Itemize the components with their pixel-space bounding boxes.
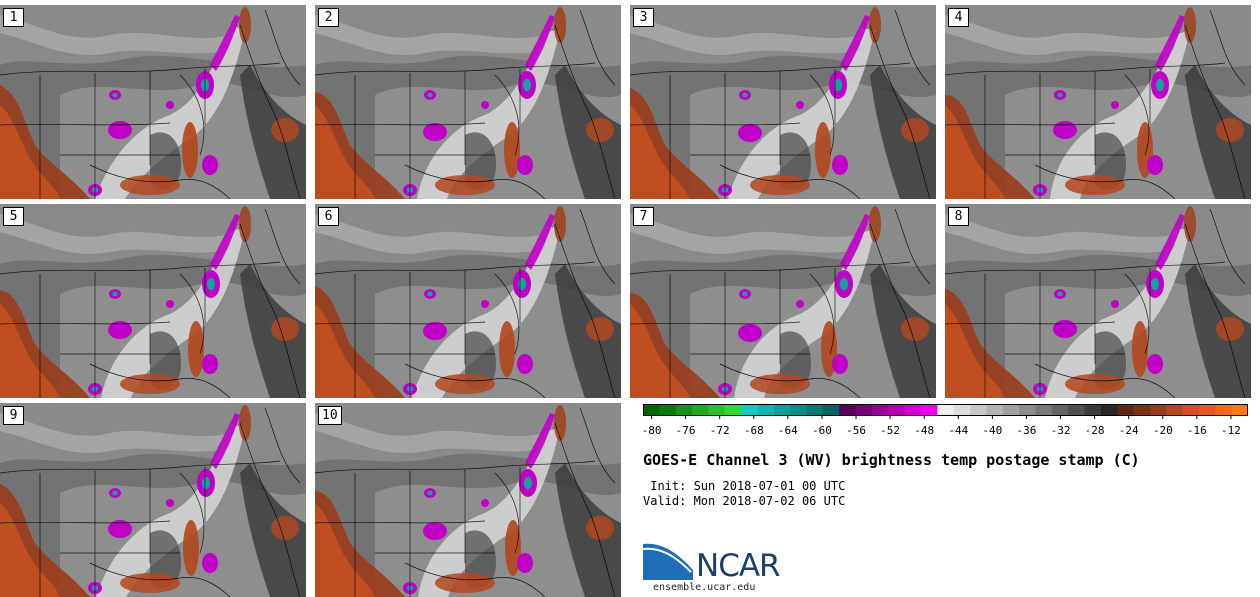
wv-map: [630, 5, 936, 199]
colorbar-swatch: [1084, 404, 1102, 416]
colorbar-swatch: [920, 404, 938, 416]
colorbar-swatch: [675, 404, 693, 416]
colorbar-swatch: [1002, 404, 1020, 416]
site-url: ensemble.ucar.edu: [653, 582, 756, 593]
colorbar-tick-label: -44: [948, 424, 968, 437]
colorbar-swatch: [708, 404, 726, 416]
wv-map: [315, 403, 621, 597]
colorbar-tick-label: -40: [982, 424, 1002, 437]
panel-label: 8: [948, 207, 969, 226]
colorbar-swatch: [773, 404, 791, 416]
colorbar-tick-label: -60: [812, 424, 832, 437]
colorbar-swatch: [871, 404, 889, 416]
colorbar-tick-label: -56: [846, 424, 866, 437]
colorbar-swatch: [1166, 404, 1184, 416]
postage-stamp-panel: 10: [315, 403, 621, 597]
colorbar-swatch: [659, 404, 677, 416]
colorbar-tick-label: -36: [1017, 424, 1037, 437]
ncar-logo-text: NCAR: [696, 548, 781, 584]
wv-map: [0, 5, 306, 199]
colorbar-swatch: [1182, 404, 1200, 416]
colorbar-tick-label: -52: [880, 424, 900, 437]
panel-label: 4: [948, 8, 969, 27]
wv-map: [0, 403, 306, 597]
colorbar-tick-label: -24: [1119, 424, 1139, 437]
panel-label: 3: [633, 8, 654, 27]
colorbar-swatch: [1149, 404, 1167, 416]
colorbar-tick-label: -20: [1153, 424, 1173, 437]
colorbar-swatch: [1215, 404, 1233, 416]
colorbar-swatch: [1133, 404, 1151, 416]
colorbar-swatch: [1051, 404, 1069, 416]
colorbar-tick-label: -32: [1051, 424, 1071, 437]
postage-stamp-panel: 7: [630, 204, 936, 398]
colorbar-swatch: [1100, 404, 1118, 416]
colorbar-tick-label: -68: [744, 424, 764, 437]
postage-stamp-panel: 3: [630, 5, 936, 199]
colorbar-swatch: [855, 404, 873, 416]
panel-label: 5: [3, 207, 24, 226]
colorbar-swatch: [724, 404, 742, 416]
colorbar-swatch: [970, 404, 987, 416]
colorbar-swatch: [790, 404, 808, 416]
colorbar-swatch: [953, 404, 971, 416]
colorbar-swatch: [806, 404, 824, 416]
valid-time: Valid: Mon 2018-07-02 06 UTC: [643, 494, 846, 508]
colorbar-swatch: [1068, 404, 1085, 416]
panel-label: 10: [318, 406, 342, 425]
panel-label: 9: [3, 406, 24, 425]
colorbar-swatch: [1019, 404, 1036, 416]
wv-map: [315, 5, 621, 199]
postage-stamp-panel: 4: [945, 5, 1251, 199]
colorbar-tick-label: -80: [643, 424, 661, 437]
wv-map: [945, 204, 1251, 398]
colorbar-swatch: [937, 404, 955, 416]
wv-map: [630, 204, 936, 398]
colorbar-tick-label: -28: [1085, 424, 1105, 437]
panel-label: 2: [318, 8, 339, 27]
wv-map: [945, 5, 1251, 199]
colorbar-tick-label: -76: [676, 424, 696, 437]
colorbar-outline: [643, 404, 1248, 416]
postage-stamp-panel: 9: [0, 403, 306, 597]
colorbar-swatch: [1117, 404, 1135, 416]
colorbar-swatch: [1035, 404, 1053, 416]
colorbar-tick-label: -12: [1221, 424, 1241, 437]
figure-title: GOES-E Channel 3 (WV) brightness temp po…: [643, 451, 1140, 469]
ncar-logo: [643, 540, 697, 580]
postage-stamp-panel: 2: [315, 5, 621, 199]
postage-stamp-panel: 5: [0, 204, 306, 398]
postage-stamp-panel: 8: [945, 204, 1251, 398]
panel-label: 6: [318, 207, 339, 226]
colorbar-swatch: [888, 404, 906, 416]
colorbar-tick-label: -48: [914, 424, 934, 437]
panel-label: 7: [633, 207, 654, 226]
colorbar-swatch: [904, 404, 922, 416]
colorbar-tick-label: -72: [710, 424, 730, 437]
panel-label: 1: [3, 8, 24, 27]
colorbar-swatch: [839, 404, 857, 416]
wv-map: [315, 204, 621, 398]
colorbar-swatch: [692, 404, 709, 416]
postage-stamp-panel: 6: [315, 204, 621, 398]
colorbar-swatch: [1231, 404, 1248, 416]
colorbar-swatch: [643, 404, 660, 416]
wv-map: [0, 204, 306, 398]
init-time: Init: Sun 2018-07-01 00 UTC: [643, 479, 846, 493]
colorbar-tick-label: -64: [778, 424, 798, 437]
postage-stamp-panel: 1: [0, 5, 306, 199]
colorbar: -80 -76 -72 -68 -64 -60 -56 -52 -48 -44 -40 -36 -32 -…: [643, 404, 1248, 437]
colorbar-tick-label: -16: [1187, 424, 1207, 437]
colorbar-swatch: [822, 404, 840, 416]
colorbar-swatch: [1198, 404, 1216, 416]
colorbar-swatch: [986, 404, 1004, 416]
colorbar-swatch: [757, 404, 775, 416]
colorbar-swatch: [741, 404, 758, 416]
